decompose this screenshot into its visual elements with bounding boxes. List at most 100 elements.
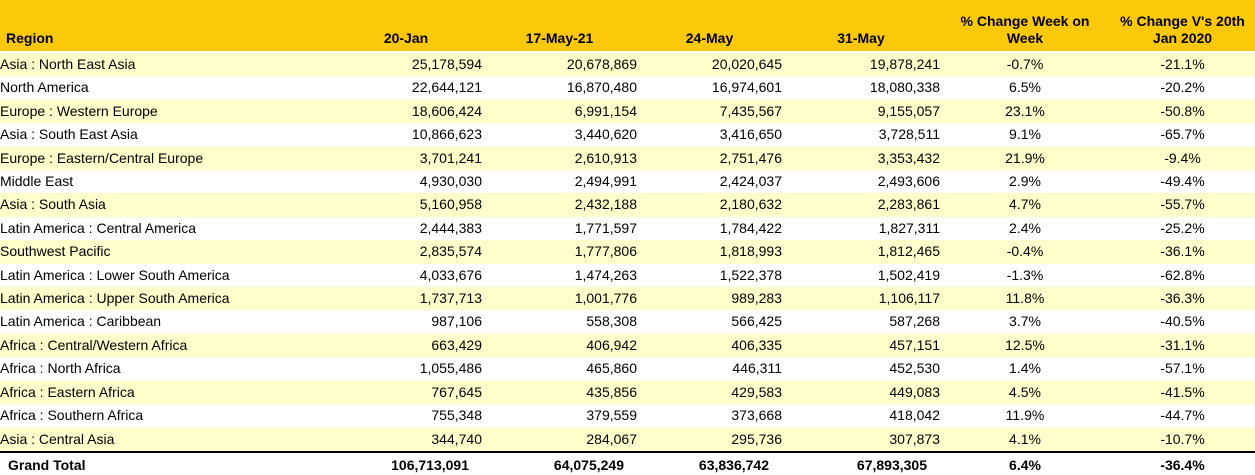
pct-change-cell: -31.1% [1160, 336, 1205, 353]
region-cell: Asia : South Asia [0, 196, 106, 213]
value-cell: 3,440,620 [574, 126, 637, 143]
value-cell: 429,583 [731, 383, 782, 400]
grand-total-row: Grand Total 106,713,091 64,075,249 63,83… [0, 450, 1255, 475]
value-cell: 22,644,121 [411, 79, 482, 96]
table-row: Asia : North East Asia 25,178,594 20,678,8… [0, 52, 1255, 77]
table-row: Europe : Western Europe 18,606,424 6,991,1… [0, 99, 1255, 124]
region-cell: Latin America : Central America [0, 219, 197, 236]
value-cell: 10,866,623 [411, 126, 482, 143]
value-cell: 4,930,030 [419, 173, 482, 190]
value-cell: 344,740 [431, 430, 482, 447]
pct-change-cell: 9.1% [1009, 126, 1041, 143]
region-cell: Asia : South East Asia [0, 126, 138, 143]
pct-change-cell: -57.1% [1160, 360, 1205, 377]
grand-total-24-may: 63,836,742 [637, 450, 782, 475]
grand-total-label: Grand Total [0, 450, 330, 475]
pct-change-cell: 2.4% [1009, 219, 1041, 236]
table-body: Asia : North East Asia 25,178,594 20,678,8… [0, 52, 1255, 452]
value-cell: 755,348 [431, 407, 482, 424]
value-cell: 1,784,422 [719, 219, 782, 236]
pct-change-cell: -9.4% [1164, 149, 1201, 166]
pct-change-cell: -36.3% [1160, 290, 1205, 307]
value-cell: 449,083 [889, 383, 940, 400]
value-cell: 3,416,650 [719, 126, 782, 143]
value-cell: 2,493,606 [877, 173, 940, 190]
pct-change-cell: 12.5% [1005, 336, 1045, 353]
col-header-31-may: 31-May [782, 0, 940, 53]
table-row: Asia : South East Asia 10,866,623 3,440,62… [0, 123, 1255, 147]
pct-change-cell: -50.8% [1160, 102, 1205, 119]
value-cell: 2,180,632 [719, 196, 782, 213]
col-header-pct-change-vs-jan: % Change V's 20th Jan 2020 [1110, 0, 1255, 53]
grand-total-pct-change-week: 6.4% [940, 450, 1110, 475]
value-cell: 4,033,676 [419, 266, 482, 283]
region-cell: Africa : North Africa [0, 360, 121, 377]
pct-change-cell: -25.2% [1160, 219, 1205, 236]
value-cell: 19,878,241 [869, 56, 940, 72]
pct-change-cell: 2.9% [1009, 173, 1041, 190]
pct-change-cell: -41.5% [1160, 383, 1205, 400]
table-row: Africa : North Africa 1,055,486 465,860 446… [0, 357, 1255, 381]
pct-change-cell: 3.7% [1009, 313, 1041, 330]
pct-change-cell: 4.7% [1009, 196, 1041, 213]
value-cell: 16,870,480 [566, 79, 637, 96]
col-header-17-may-21: 17-May-21 [482, 0, 637, 53]
region-cell: Latin America : Caribbean [0, 313, 162, 330]
value-cell: 18,080,338 [869, 79, 940, 96]
value-cell: 406,335 [731, 336, 782, 353]
value-cell: 1,827,311 [878, 219, 940, 236]
grand-total-17-may-21: 64,075,249 [482, 450, 637, 475]
pct-change-cell: 21.9% [1005, 149, 1045, 166]
pct-change-cell: -21.1% [1160, 56, 1205, 72]
region-cell: Africa : Southern Africa [0, 407, 144, 424]
pct-change-cell: 23.1% [1005, 102, 1045, 119]
value-cell: 446,311 [732, 360, 782, 377]
value-cell: 1,777,806 [574, 243, 637, 260]
value-cell: 452,530 [889, 360, 940, 377]
value-cell: 307,873 [889, 430, 940, 447]
region-cell: Latin America : Lower South America [0, 266, 230, 283]
value-cell: 379,559 [586, 407, 637, 424]
value-cell: 1,812,465 [877, 243, 940, 260]
value-cell: 2,283,861 [877, 196, 940, 213]
pct-change-cell: -44.7% [1160, 407, 1205, 424]
table-row: North America 22,644,121 16,870,480 16,974,… [0, 76, 1255, 100]
table-row: Africa : Central/Western Africa 663,429 40… [0, 333, 1255, 358]
value-cell: 3,353,432 [877, 149, 940, 166]
grand-total-20-jan: 106,713,091 [330, 450, 482, 475]
table-row: Latin America : Central America 2,444,383… [0, 216, 1255, 241]
value-cell: 20,020,645 [711, 56, 782, 72]
col-header-20-jan: 20-Jan [330, 0, 482, 53]
value-cell: 406,942 [586, 336, 637, 353]
col-header-pct-change-week: % Change Week on Week [940, 0, 1110, 53]
value-cell: 587,268 [889, 313, 940, 330]
table-row: Asia : South Asia 5,160,958 2,432,188 2,180… [0, 193, 1255, 217]
value-cell: 18,606,424 [411, 102, 482, 119]
table-row: Southwest Pacific 2,835,574 1,777,806 1,818… [0, 240, 1255, 264]
region-cell: Latin America : Upper South America [0, 290, 230, 307]
value-cell: 1,818,993 [719, 243, 782, 260]
value-cell: 6,991,154 [574, 102, 637, 119]
value-cell: 558,308 [586, 313, 637, 330]
value-cell: 663,429 [431, 336, 482, 353]
value-cell: 295,736 [731, 430, 782, 447]
region-cell: North America [0, 79, 89, 96]
value-cell: 2,444,383 [419, 219, 482, 236]
table-row: Europe : Eastern/Central Europe 3,701,241… [0, 146, 1255, 171]
value-cell: 9,155,057 [877, 102, 940, 119]
col-header-region: Region [0, 0, 330, 53]
table-footer: Grand Total 106,713,091 64,075,249 63,83… [0, 450, 1255, 475]
pct-change-cell: 11.9% [1005, 407, 1045, 424]
value-cell: 767,645 [431, 383, 482, 400]
region-cell: Asia : Central Asia [0, 430, 115, 447]
pct-change-cell: -20.2% [1160, 79, 1205, 96]
grand-total-pct-change-vs-jan: -36.4% [1110, 450, 1255, 475]
pct-change-cell: -36.1% [1160, 243, 1205, 260]
value-cell: 2,610,913 [574, 149, 637, 166]
pct-change-cell: -62.8% [1160, 266, 1205, 283]
value-cell: 2,835,574 [419, 243, 482, 260]
table-header: Region 20-Jan 17-May-21 24-May 31-May % … [0, 0, 1255, 53]
pct-change-cell: 6.5% [1009, 79, 1041, 96]
region-cell: Europe : Eastern/Central Europe [0, 149, 204, 166]
table-row: Asia : Central Asia 344,740 284,067 295,736… [0, 427, 1255, 452]
